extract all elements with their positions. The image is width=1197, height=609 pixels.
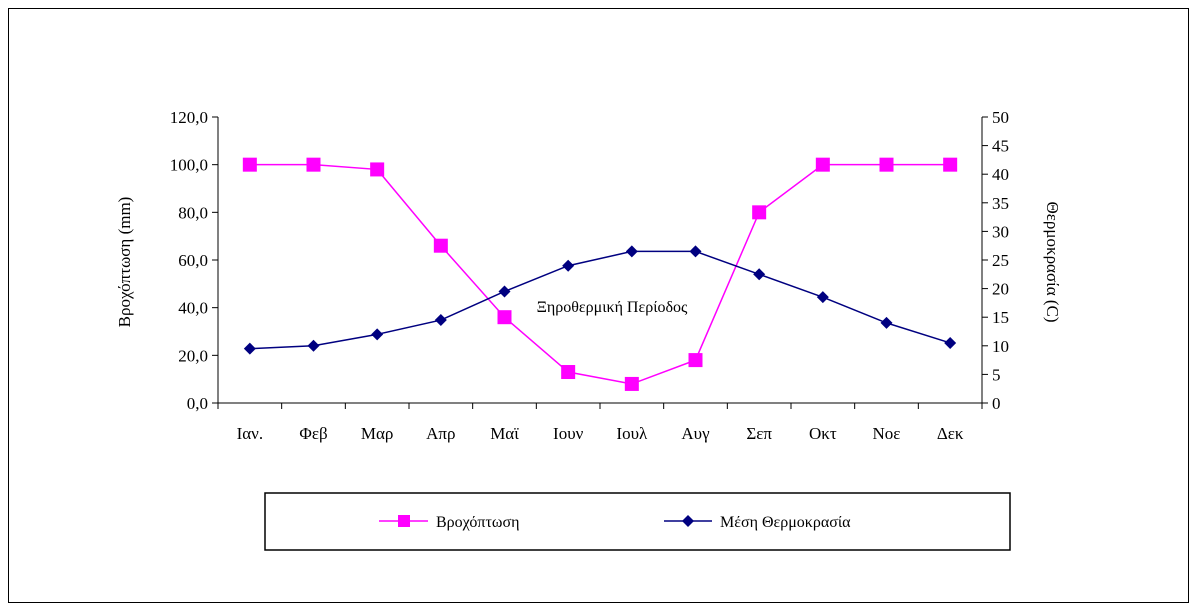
series-layer	[242, 157, 958, 391]
data-point-rainfall	[624, 376, 639, 391]
y-tick-label: 20,0	[178, 346, 208, 365]
legend-marker-temperature	[682, 515, 694, 527]
y2-tick-label: 35	[992, 194, 1009, 213]
y2-axis-title: Θερμοκρασία (C)	[1043, 201, 1062, 322]
data-point-rainfall	[370, 162, 385, 177]
data-point-temperature	[880, 316, 893, 329]
y2-tick-label: 50	[992, 108, 1009, 127]
data-point-rainfall	[497, 310, 512, 325]
y2-tick-label: 30	[992, 222, 1009, 241]
data-point-temperature	[753, 268, 766, 281]
data-point-temperature	[562, 259, 575, 272]
legend-label-temperature: Μέση Θερμοκρασία	[720, 514, 851, 531]
x-tick-label: Μαρ	[361, 424, 394, 443]
x-tick-label: Αυγ	[681, 424, 710, 443]
x-tick-label: Οκτ	[809, 424, 837, 443]
x-tick-label: Σεπ	[746, 424, 772, 443]
data-point-temperature	[689, 245, 702, 258]
data-point-temperature	[944, 336, 957, 349]
y2-tick-label: 40	[992, 165, 1009, 184]
x-tick-label: Ιουν	[553, 424, 584, 443]
y2-tick-label: 0	[992, 394, 1001, 413]
y-tick-label: 0,0	[187, 394, 208, 413]
x-tick-label: Δεκ	[937, 424, 964, 443]
legend-marker-rainfall	[398, 515, 410, 527]
y2-tick-label: 5	[992, 365, 1001, 384]
data-point-temperature	[625, 245, 638, 258]
y-tick-label: 60,0	[178, 251, 208, 270]
data-point-rainfall	[242, 157, 257, 172]
y2-tick-label: 20	[992, 280, 1009, 299]
y-tick-label: 80,0	[178, 203, 208, 222]
annotation-dry-period: Ξηροθερμική Περίοδος	[537, 299, 688, 316]
x-tick-label: Ιαν.	[237, 424, 264, 443]
data-point-rainfall	[688, 353, 703, 368]
x-tick-label: Απρ	[426, 424, 455, 443]
y2-tick-label: 45	[992, 137, 1009, 156]
legend: Βροχόπτωση Μέση Θερμοκρασία	[264, 492, 1011, 551]
y2-tick-label: 15	[992, 308, 1009, 327]
y-tick-label: 40,0	[178, 299, 208, 318]
x-tick-label: Φεβ	[299, 424, 327, 443]
axes: 0,0 20,0 40,0 60,0 80,0 100,0 120,0 0 5 10 15 20 25 3…	[170, 108, 1009, 443]
data-point-temperature	[371, 328, 384, 341]
data-point-rainfall	[306, 157, 321, 172]
data-point-rainfall	[752, 205, 767, 220]
legend-label-rainfall: Βροχόπτωση	[436, 514, 519, 531]
legend-box	[264, 492, 1011, 551]
data-point-temperature	[498, 285, 511, 298]
data-point-temperature	[434, 314, 447, 327]
data-point-temperature	[243, 342, 256, 355]
x-tick-label: Μαϊ	[490, 424, 519, 443]
series-line-0	[249, 163, 951, 385]
data-point-rainfall	[879, 157, 894, 172]
data-point-temperature	[307, 339, 320, 352]
data-point-rainfall	[943, 157, 958, 172]
data-point-rainfall	[433, 238, 448, 253]
y2-tick-label: 10	[992, 337, 1009, 356]
y-tick-label: 100,0	[170, 156, 208, 175]
data-point-temperature	[816, 291, 829, 304]
series-line-1	[249, 250, 951, 350]
y-tick-label: 120,0	[170, 108, 208, 127]
data-point-rainfall	[561, 365, 576, 380]
y2-tick-label: 25	[992, 251, 1009, 270]
x-tick-label: Ιουλ	[616, 424, 648, 443]
x-tick-label: Νοε	[873, 424, 901, 443]
y-axis-title: Βροχόπτωση (mm)	[115, 197, 134, 328]
data-point-rainfall	[815, 157, 830, 172]
